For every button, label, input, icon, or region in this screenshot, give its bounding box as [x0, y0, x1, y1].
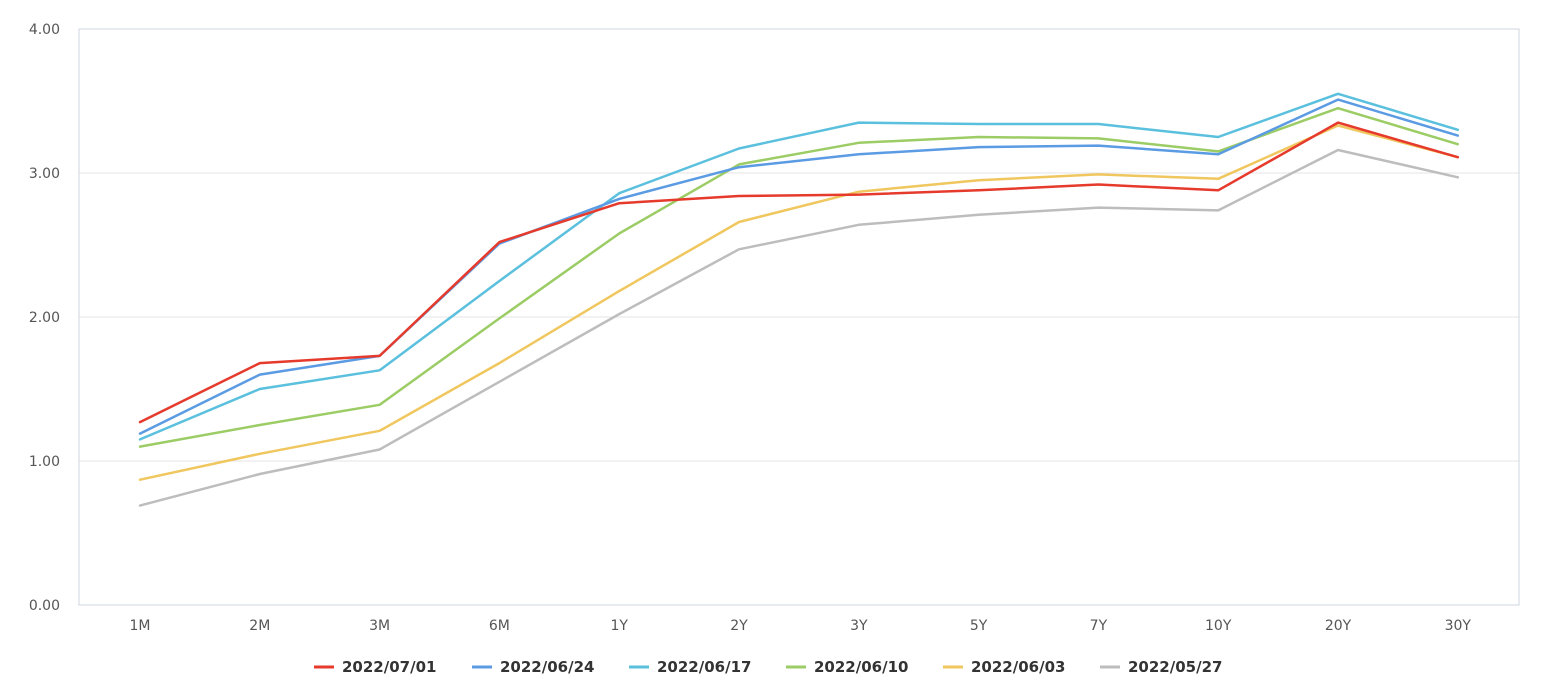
x-tick-label: 1Y [610, 618, 628, 634]
y-tick-label: 2.00 [29, 310, 60, 326]
legend-label: 2022/06/17 [657, 658, 751, 676]
series-line-2022-06-03 [138, 124, 1460, 481]
legend-item-2022-06-03[interactable]: 2022/06/03 [943, 658, 1065, 676]
series-line-2022-06-17 [138, 92, 1460, 441]
legend-label: 2022/06/24 [500, 658, 594, 676]
legend-item-2022-06-24[interactable]: 2022/06/24 [472, 658, 594, 676]
x-tick-label: 3M [369, 618, 390, 634]
series-layer [138, 92, 1460, 507]
legend[interactable]: 2022/07/01 2022/06/24 2022/06/17 2022/06/10… [314, 658, 1222, 676]
x-tick-label: 7Y [1090, 618, 1108, 634]
series-line-2022-07-01 [138, 121, 1460, 424]
legend-label: 2022/05/27 [1128, 658, 1222, 676]
y-tick-label: 1.00 [29, 454, 60, 470]
legend-item-2022-06-10[interactable]: 2022/06/10 [786, 658, 908, 676]
legend-item-2022-07-01[interactable]: 2022/07/01 [314, 658, 436, 676]
legend-item-2022-06-17[interactable]: 2022/06/17 [629, 658, 751, 676]
legend-label: 2022/06/10 [814, 658, 908, 676]
x-tick-label: 6M [489, 618, 510, 634]
x-tick-label: 5Y [970, 618, 988, 634]
y-tick-label: 3.00 [29, 166, 60, 182]
x-axis: 1M 2M 3M 6M 1Y 2Y 3Y 5Y 7Y 10Y 20Y 30Y [130, 618, 1472, 634]
legend-label: 2022/06/03 [971, 658, 1065, 676]
x-tick-label: 2Y [730, 618, 748, 634]
series-line-2022-06-24 [138, 98, 1460, 435]
legend-label: 2022/07/01 [342, 658, 436, 676]
y-axis: 0.00 1.00 2.00 3.00 4.00 [29, 22, 60, 614]
x-tick-label: 30Y [1445, 618, 1472, 634]
legend-item-2022-05-27[interactable]: 2022/05/27 [1100, 658, 1222, 676]
plot-area-border [78, 28, 1520, 606]
y-tick-label: 4.00 [29, 22, 60, 38]
y-tick-label: 0.00 [29, 598, 60, 614]
x-tick-label: 3Y [850, 618, 868, 634]
series-line-2022-05-27 [138, 148, 1460, 507]
x-tick-label: 1M [130, 618, 151, 634]
x-tick-label: 2M [249, 618, 270, 634]
x-tick-label: 20Y [1325, 618, 1352, 634]
x-tick-label: 10Y [1205, 618, 1232, 634]
